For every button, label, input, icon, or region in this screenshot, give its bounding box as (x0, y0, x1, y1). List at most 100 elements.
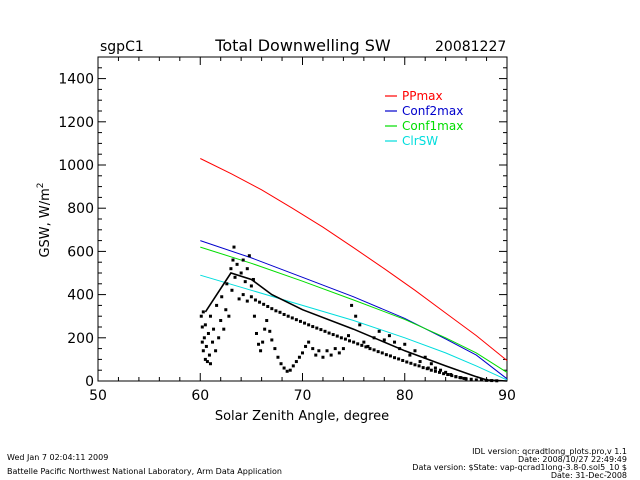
observation-point (276, 355, 280, 359)
observation-point (199, 314, 203, 318)
observation-point (433, 366, 437, 370)
observation-point (282, 366, 286, 370)
observation-point (212, 327, 216, 331)
y-tick-label: 200 (67, 331, 94, 347)
x-tick-label: 70 (294, 388, 312, 404)
x-tick-label: 80 (396, 388, 414, 404)
observation-point (278, 310, 282, 314)
observation-point (241, 258, 245, 262)
observation-point (323, 329, 327, 333)
observation-point (372, 336, 376, 340)
legend-label-conf1max: Conf1max (402, 119, 463, 133)
observation-point (217, 336, 221, 340)
observation-point (263, 327, 267, 331)
axis-ticks: 50 60 70 80 90 0 200 400 600 800 1000 1200 1400 (58, 56, 516, 404)
observation-point (388, 354, 392, 358)
observation-point (265, 319, 269, 323)
observation-point (251, 277, 255, 281)
observation-point (270, 307, 274, 311)
y-tick-label: 400 (67, 288, 94, 304)
observation-point (200, 340, 204, 344)
observation-point (450, 374, 454, 378)
observation-point (377, 329, 381, 333)
observation-point (331, 333, 335, 337)
observation-point (442, 372, 446, 376)
observation-point (274, 309, 278, 313)
observation-point (200, 325, 204, 329)
observation-point (458, 376, 462, 380)
observation-point (252, 314, 256, 318)
observation-point (423, 355, 427, 359)
observation-point (205, 360, 209, 364)
observation-point (358, 323, 362, 327)
observation-point (315, 326, 319, 330)
y-tick-label: 1400 (58, 72, 94, 88)
observation-point (474, 378, 478, 382)
observation-point (273, 347, 277, 351)
observation-point (417, 364, 421, 368)
observation-point (311, 347, 315, 351)
observation-point (485, 378, 489, 382)
observation-point (298, 319, 302, 323)
footer-lab: Battelle Pacific Northwest National Labo… (7, 467, 282, 476)
observation-point (384, 353, 388, 357)
observation-point (490, 379, 494, 383)
observation-point (347, 334, 351, 338)
fit-line (204, 272, 508, 382)
footer-data-version: Data version: $State: vap-qcrad1long-3.8… (412, 463, 627, 472)
observation-point (294, 360, 298, 364)
observation-point (270, 338, 274, 342)
clrsw-line (200, 274, 508, 381)
y-tick-label: 800 (67, 201, 94, 217)
observation-point (421, 366, 425, 370)
y-tick-label: 600 (67, 244, 94, 260)
observation-point (446, 373, 450, 377)
observation-point (398, 347, 402, 351)
observation-point (409, 361, 413, 365)
y-tick-label: 1000 (58, 158, 94, 174)
observation-point (222, 327, 226, 331)
date-label: 20081227 (435, 39, 506, 55)
observation-point (418, 360, 422, 364)
observation-point (439, 368, 443, 372)
observation-point (335, 334, 339, 338)
observation-point (235, 262, 239, 266)
observation-point (352, 340, 356, 344)
observation-point (348, 339, 352, 343)
observation-point (314, 353, 318, 357)
observation-point (393, 340, 397, 344)
observation-point (321, 355, 325, 359)
observation-point (230, 288, 234, 292)
observation-point (225, 282, 229, 286)
x-tick-label: 90 (498, 388, 516, 404)
observation-point (327, 331, 331, 335)
observation-point (219, 319, 223, 323)
observation-point (247, 254, 251, 258)
observation-point (285, 369, 289, 373)
observation-point (258, 300, 262, 304)
conf1max-line (200, 246, 508, 373)
observation-points (199, 245, 499, 383)
observation-point (350, 303, 354, 307)
observation-point (257, 342, 261, 346)
y-axis-label: GSW, W/m2 (36, 182, 53, 257)
observation-point (462, 376, 466, 380)
observation-point (237, 297, 241, 301)
observation-point (203, 323, 207, 327)
observation-point (425, 367, 429, 371)
observation-point (214, 349, 218, 353)
observation-point (333, 347, 337, 351)
observation-point (387, 334, 391, 338)
observation-point (224, 308, 228, 312)
observation-point (231, 258, 235, 262)
observation-point (433, 369, 437, 373)
observation-point (339, 336, 343, 340)
x-axis-label: Solar Zenith Angle, degree (215, 409, 389, 424)
observation-point (254, 331, 258, 335)
observation-point (479, 378, 483, 382)
chart-title: Total Downwelling SW (214, 36, 391, 55)
observation-point (243, 280, 247, 284)
observation-point (413, 363, 417, 367)
